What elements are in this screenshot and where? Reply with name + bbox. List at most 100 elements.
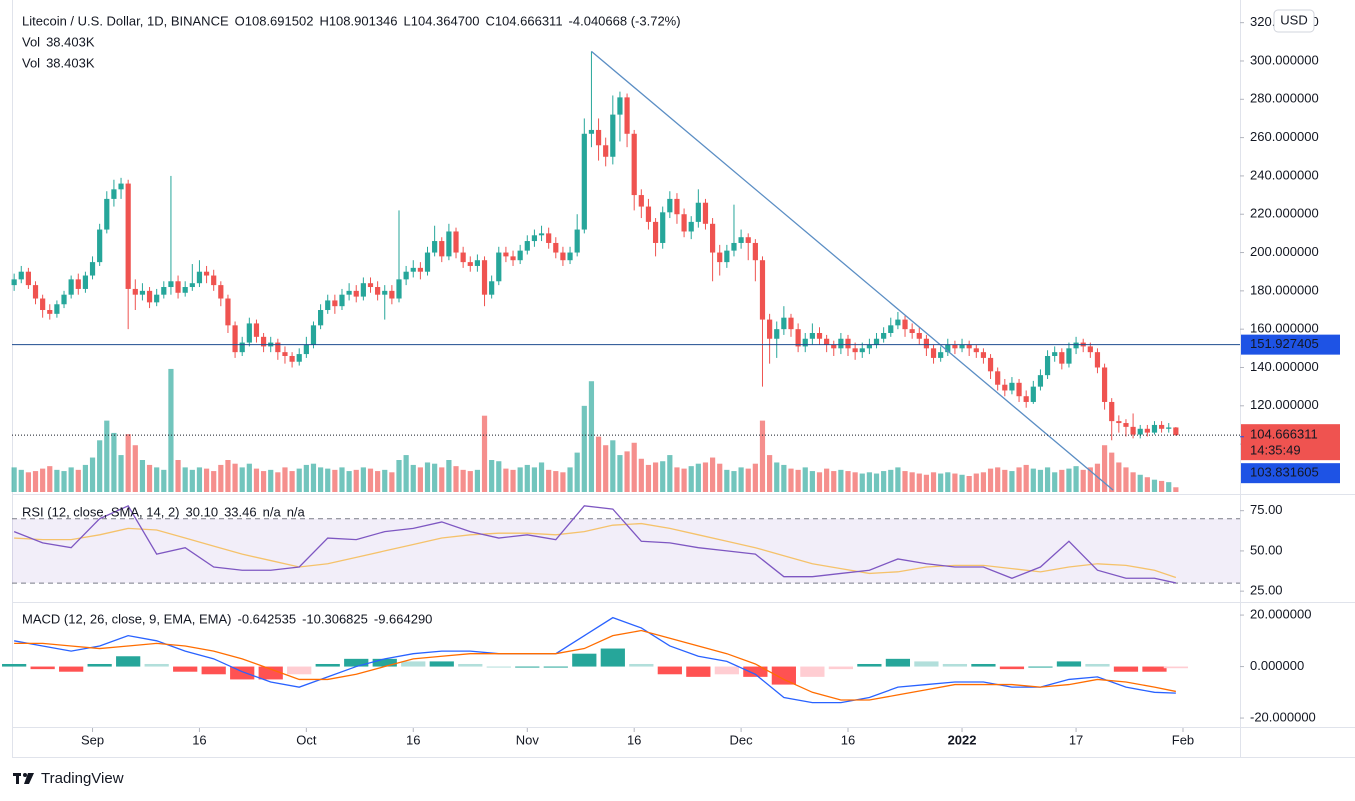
candle-body: [667, 198, 673, 213]
volume-bar: [546, 469, 552, 492]
volume-bar: [111, 432, 117, 492]
histogram-bar: [401, 661, 426, 667]
volume-bar: [282, 467, 288, 492]
currency-button: [1273, 9, 1315, 33]
volume-bar: [667, 455, 673, 492]
volume-bar: [253, 468, 260, 492]
candle-body: [645, 206, 652, 222]
volume-bar: [987, 468, 994, 492]
y-tick-label: 25.00: [1250, 583, 1283, 598]
volume-bar: [189, 469, 195, 492]
candle-body: [353, 290, 359, 297]
candle-body: [296, 354, 302, 362]
volume-bar: [1002, 469, 1008, 492]
volume-bar: [531, 467, 538, 492]
volume-bar: [196, 467, 203, 492]
candle-body: [389, 290, 395, 299]
histogram-bar: [686, 666, 711, 677]
histogram-bar: [1085, 663, 1110, 667]
indicator-title: MACD (12, 26, close, 9, EMA, EMA): [22, 611, 232, 626]
volume-bar: [1087, 467, 1093, 492]
candle-body: [460, 252, 466, 263]
ohlc-value: H108.901346: [319, 13, 397, 28]
histogram-bar: [201, 666, 226, 675]
candle-body: [125, 183, 131, 289]
volume-bar: [474, 469, 480, 492]
volume-bar: [439, 467, 445, 492]
candle-body: [1002, 384, 1008, 391]
volume-bar: [560, 472, 566, 492]
x-tick-label: 16: [841, 732, 855, 747]
histogram-bar: [857, 663, 882, 667]
candle-body: [1030, 386, 1036, 402]
candle-body: [923, 338, 930, 349]
candle-body: [104, 198, 110, 230]
candle-body: [25, 271, 31, 286]
candle-body: [18, 271, 24, 280]
candle-body: [717, 252, 723, 263]
volume-bar: [225, 460, 231, 492]
volume-bar: [1094, 463, 1101, 492]
volume-bar: [125, 434, 131, 492]
volume-bar: [325, 468, 331, 492]
volume-bar: [161, 469, 167, 492]
x-tick-label: Oct: [296, 732, 317, 747]
candle-body: [674, 198, 680, 215]
histogram-bar: [800, 666, 825, 677]
candle-body: [246, 323, 252, 343]
volume-bar: [581, 405, 587, 492]
indicator-value: -10.306825: [302, 611, 368, 626]
x-tick-label: Dec: [730, 732, 754, 747]
candle-body: [453, 231, 459, 253]
candle-body: [866, 344, 872, 349]
indicator-value: 30.10: [186, 504, 219, 519]
candle-body: [303, 344, 309, 355]
x-tick-label: 17: [1069, 732, 1083, 747]
indicator-value: 33.46: [224, 504, 257, 519]
candle-body: [510, 256, 516, 261]
tv-logo: [13, 773, 34, 784]
candle-body: [496, 252, 502, 282]
last-price-label: 104.666311: [1250, 427, 1318, 442]
volume-bar: [168, 368, 174, 492]
candle-body: [232, 325, 238, 353]
volume-bar: [930, 472, 937, 492]
candle-body: [89, 262, 96, 276]
candle-body: [1144, 428, 1150, 433]
volume-bar: [1030, 468, 1036, 492]
volume-label: Vol: [22, 34, 40, 49]
histogram-bar: [116, 656, 141, 667]
candle-body: [1052, 352, 1058, 356]
candle-body: [966, 344, 972, 349]
y-tick-label: 240.000000: [1250, 167, 1319, 182]
candle-body: [752, 242, 758, 261]
candle-body: [474, 260, 480, 266]
x-tick-label: Nov: [516, 732, 540, 747]
volume-bar: [1066, 468, 1072, 492]
candle-body: [816, 333, 823, 339]
volume-bar: [239, 467, 245, 492]
candle-body: [952, 344, 958, 349]
volume-bar: [54, 469, 60, 492]
candle-body: [973, 348, 979, 353]
x-tick-label: Sep: [81, 732, 104, 747]
volume-bar: [211, 471, 217, 492]
volume-bar: [759, 420, 766, 492]
volume-bar: [139, 460, 146, 492]
candle-body: [225, 298, 231, 326]
volume-bar: [517, 467, 523, 492]
candle-body: [396, 279, 402, 299]
volume-bar: [11, 467, 17, 492]
candle-body: [196, 271, 203, 284]
candle-body: [11, 279, 17, 286]
volume-bar: [595, 436, 602, 492]
volume-bar: [681, 468, 687, 492]
volume-bar: [104, 420, 110, 492]
candle-body: [546, 233, 552, 243]
y-tick-label: 0.000000: [1250, 658, 1304, 673]
candle-body: [161, 287, 167, 295]
volume-bar: [182, 467, 188, 492]
volume-bar: [802, 467, 808, 492]
histogram-bar: [486, 666, 511, 668]
